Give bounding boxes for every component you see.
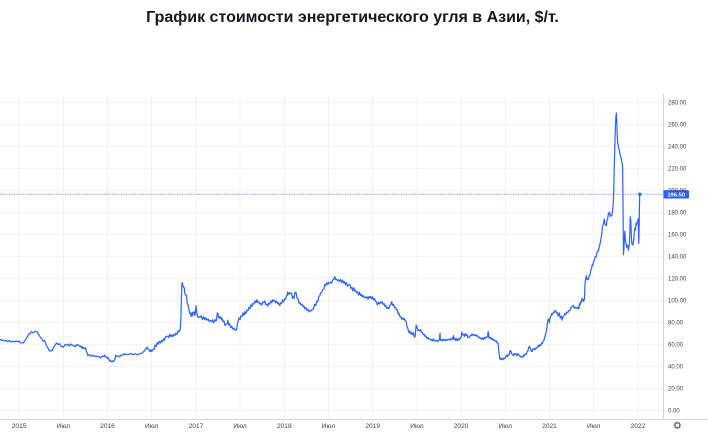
svg-text:2022: 2022 <box>631 423 646 430</box>
svg-text:220.00: 220.00 <box>668 167 687 173</box>
svg-text:160.00: 160.00 <box>668 233 687 239</box>
svg-text:2017: 2017 <box>189 423 204 430</box>
svg-text:280.00: 280.00 <box>668 101 687 107</box>
svg-text:2018: 2018 <box>277 423 292 430</box>
svg-text:График стоимости энергетическо: График стоимости энергетического угля в … <box>146 9 559 26</box>
svg-text:140.00: 140.00 <box>668 255 687 261</box>
svg-text:Июл: Июл <box>145 423 159 430</box>
svg-text:2015: 2015 <box>12 423 27 430</box>
svg-text:Июл: Июл <box>499 423 513 430</box>
svg-text:100.00: 100.00 <box>668 299 687 305</box>
svg-text:40.00: 40.00 <box>668 365 684 371</box>
svg-text:120.00: 120.00 <box>668 277 687 283</box>
svg-text:180.00: 180.00 <box>668 211 687 217</box>
svg-text:Июл: Июл <box>587 423 601 430</box>
svg-text:0.00: 0.00 <box>668 409 680 415</box>
svg-text:Июл: Июл <box>57 423 71 430</box>
svg-text:2020: 2020 <box>454 423 469 430</box>
svg-text:2021: 2021 <box>542 423 557 430</box>
svg-text:260.00: 260.00 <box>668 123 687 129</box>
svg-text:Июл: Июл <box>233 423 247 430</box>
svg-text:2016: 2016 <box>100 423 115 430</box>
svg-text:2019: 2019 <box>365 423 380 430</box>
svg-text:240.00: 240.00 <box>668 145 687 151</box>
svg-text:196.50: 196.50 <box>667 193 685 199</box>
svg-text:60.00: 60.00 <box>668 343 684 349</box>
svg-text:Июл: Июл <box>322 423 336 430</box>
svg-text:20.00: 20.00 <box>668 387 684 393</box>
svg-text:80.00: 80.00 <box>668 321 684 327</box>
svg-text:200.00: 200.00 <box>668 189 687 195</box>
svg-text:Июл: Июл <box>410 423 424 430</box>
